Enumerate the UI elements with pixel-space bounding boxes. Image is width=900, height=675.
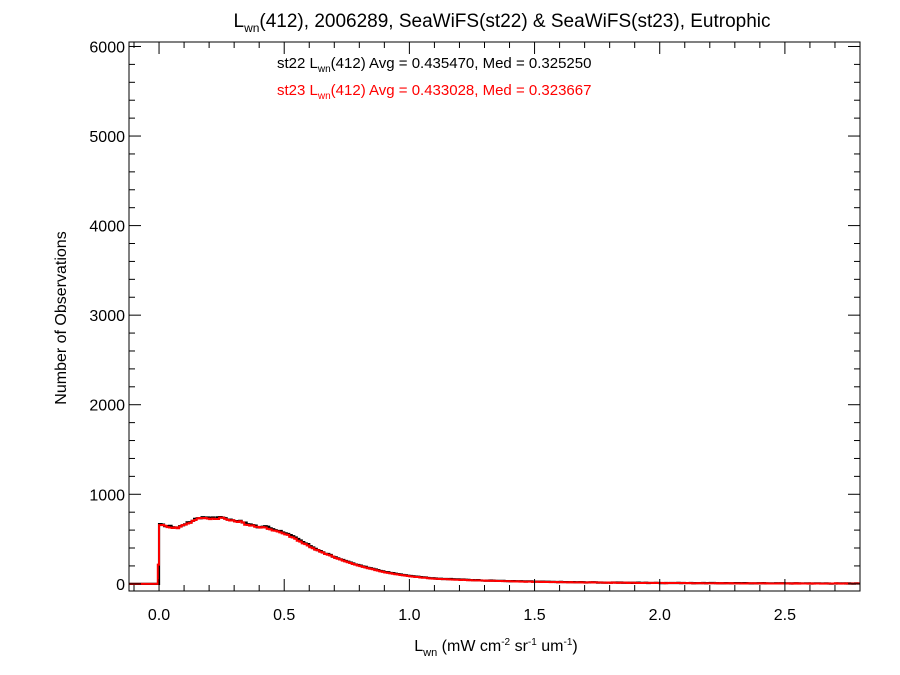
x-tick-label: 0.0 (148, 607, 170, 624)
xlabel-unit-end: um (537, 638, 564, 655)
xlabel-sup-2: -1 (528, 637, 537, 648)
series-line-st23 (129, 516, 860, 585)
y-tick-label: 5000 (89, 129, 125, 146)
annotation-st23-subscript: wn (317, 91, 331, 102)
x-tick-label: 2.0 (649, 607, 671, 624)
xlabel-main: L (414, 638, 423, 655)
xlabel-sup-1: -2 (501, 637, 510, 648)
y-tick-label: 1000 (89, 487, 125, 504)
tick-layer: 0.0 0.5 1.0 1.5 2.0 2.5 0 1000 2000 3000 4000 5000 6… (89, 39, 861, 624)
x-tick-label: 1.5 (523, 607, 545, 624)
x-tick-label: 1.0 (398, 607, 420, 624)
chart-title: Lwn(412), 2006289, SeaWiFS(st22) & SeaWi… (233, 11, 770, 35)
annotation-st23: st23 Lwn(412) Avg = 0.433028, Med = 0.32… (277, 82, 591, 102)
xlabel-sup-3: -1 (563, 637, 572, 648)
annotation-st23-prefix: st23 L (277, 82, 318, 99)
title-subscript: wn (243, 21, 259, 35)
y-tick-label: 6000 (89, 39, 125, 56)
xlabel-unit-close: ) (572, 638, 577, 655)
annotation-st22-subscript: wn (317, 64, 331, 75)
y-axis-title: Number of Observations (53, 231, 70, 404)
plot-frame (128, 41, 861, 592)
xlabel-unit-open: (mW cm (437, 638, 501, 655)
xlabel-unit-mid: sr (510, 638, 528, 655)
annotation-st22-prefix: st22 L (277, 55, 318, 72)
y-tick-label: 3000 (89, 308, 125, 325)
y-tick-label: 0 (116, 577, 125, 594)
x-axis-title: Lwn (mW cm-2 sr-1 um-1) (414, 637, 577, 659)
xlabel-subscript: wn (422, 647, 437, 659)
series-layer (129, 516, 860, 585)
y-tick-label: 4000 (89, 219, 125, 236)
series-line-st22 (129, 516, 860, 585)
x-tick-label: 2.5 (774, 607, 796, 624)
x-tick-label: 0.5 (273, 607, 295, 624)
annotation-st22: st22 Lwn(412) Avg = 0.435470, Med = 0.32… (277, 55, 591, 75)
annotation-st23-rest: (412) Avg = 0.433028, Med = 0.323667 (331, 82, 592, 99)
y-tick-label: 2000 (89, 398, 125, 415)
annotation-st22-rest: (412) Avg = 0.435470, Med = 0.325250 (331, 55, 592, 72)
title-main: L (233, 11, 244, 32)
title-rest: (412), 2006289, SeaWiFS(st22) & SeaWiFS(… (259, 11, 770, 32)
